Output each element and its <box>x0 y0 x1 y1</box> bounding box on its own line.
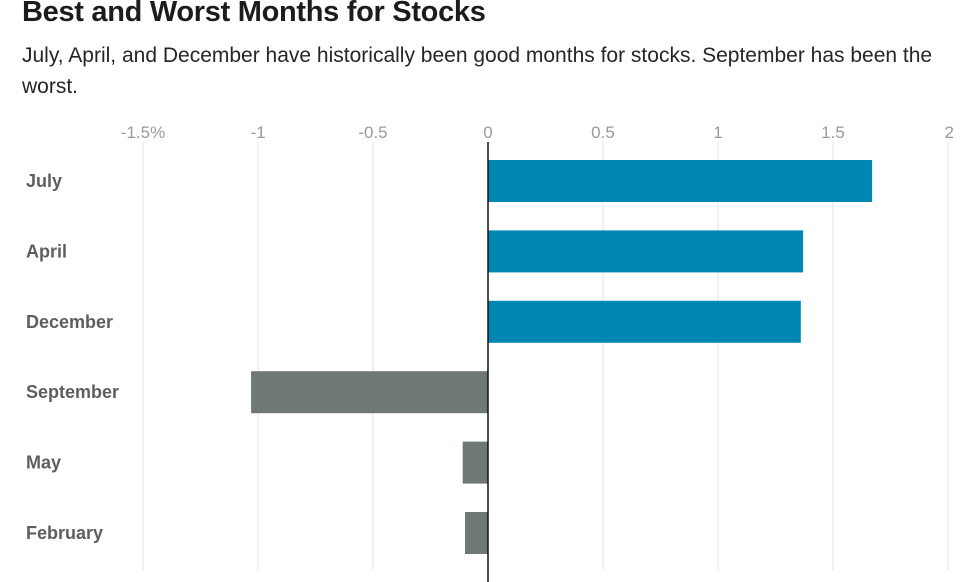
category-label-february: February <box>26 523 103 543</box>
bar-july <box>488 160 873 202</box>
gridlines <box>142 142 949 570</box>
chart-subtitle: July, April, and December have historica… <box>22 44 933 98</box>
category-labels: July April December September May February <box>26 171 119 543</box>
x-tick-label: 1 <box>713 123 722 142</box>
bar-december <box>488 300 801 343</box>
x-tick-label: -1 <box>250 123 265 142</box>
bar-february <box>465 512 488 554</box>
category-label-april: April <box>26 241 67 261</box>
x-tick-label: -1.5% <box>121 123 165 142</box>
bar-september <box>251 371 488 414</box>
x-axis-ticks: -1.5% -1 -0.5 0 0.5 1 1.5 2 <box>121 123 954 142</box>
x-tick-label: 0.5 <box>591 123 615 142</box>
category-label-may: May <box>26 453 61 473</box>
x-tick-label: 0 <box>483 123 492 142</box>
chart-title: Best and Worst Months for Stocks <box>22 0 486 28</box>
category-label-december: December <box>26 312 113 332</box>
bar-may <box>462 441 488 484</box>
x-tick-label: 1.5 <box>821 123 845 142</box>
x-tick-label: 2 <box>945 123 954 142</box>
bars <box>251 160 873 554</box>
category-label-september: September <box>26 382 119 402</box>
bar-april <box>488 230 804 273</box>
x-tick-label: -0.5 <box>358 123 387 142</box>
category-label-july: July <box>26 171 62 191</box>
